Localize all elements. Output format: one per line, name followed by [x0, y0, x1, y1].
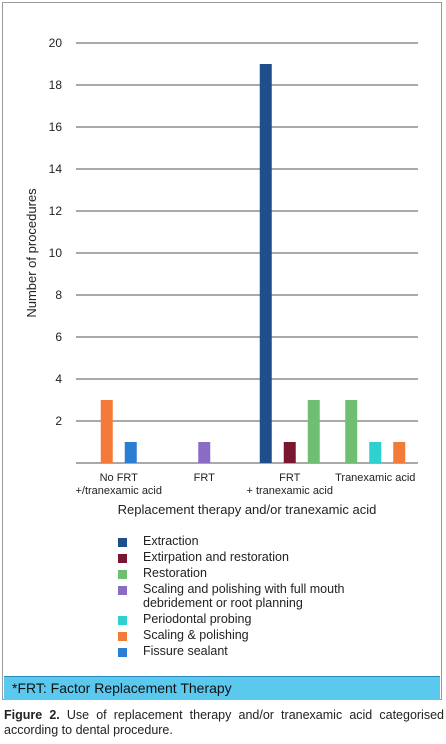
legend-item: Restoration [118, 566, 418, 580]
y-tick-label: 16 [49, 120, 63, 134]
legend-label: Scaling and polishing with full mouth deb… [143, 582, 345, 610]
x-tick-label: Tranexamic acid [335, 472, 415, 484]
y-tick-label: 10 [49, 246, 63, 260]
y-tick-label: 8 [55, 288, 62, 302]
caption-label: Figure 2. [4, 708, 60, 722]
bar-chart: 2 4 6 8 10 12 14 16 18 20 No FRT +/tranexamic acid F… [24, 36, 418, 517]
legend-swatch [118, 632, 127, 641]
bar [124, 442, 137, 463]
legend-swatch [118, 538, 127, 547]
legend-item: Extirpation and restoration [118, 550, 418, 564]
legend-swatch [118, 554, 127, 563]
legend-swatch [118, 586, 127, 595]
x-tick-label: FRT [194, 472, 215, 484]
x-axis-title: Replacement therapy and/or tranexamic ac… [118, 502, 377, 517]
legend-label: Restoration [143, 566, 207, 580]
legend-item: Periodontal probing [118, 612, 418, 626]
legend-label: Periodontal probing [143, 612, 252, 626]
y-tick-label: 6 [55, 330, 62, 344]
y-tick-label: 18 [49, 78, 63, 92]
legend-item: Scaling and polishing with full mouth deb… [118, 582, 418, 610]
caption-text: Use of replacement therapy and/or tranex… [4, 708, 444, 737]
bar [307, 400, 320, 463]
bar [345, 400, 358, 463]
legend-label: Extirpation and restoration [143, 550, 289, 564]
bar [100, 400, 113, 463]
footnote: *FRT: Factor Replacement Therapy [4, 676, 440, 700]
x-tick-label: No FRT +/tranexamic acid [75, 472, 162, 497]
y-tick-label: 20 [49, 36, 63, 50]
legend-label: Scaling & polishing [143, 628, 249, 642]
y-tick-label: 12 [49, 204, 63, 218]
x-tick-label: FRT + tranexamic acid [246, 472, 333, 497]
y-axis-title: Number of procedures [24, 188, 39, 318]
bar [393, 442, 406, 463]
chart-legend: Extraction Extirpation and restoration Res… [118, 534, 418, 660]
figure-caption: Figure 2. Use of replacement therapy and… [4, 708, 444, 738]
bar [198, 442, 211, 463]
y-tick-label: 4 [55, 372, 62, 386]
legend-label: Extraction [143, 534, 199, 548]
legend-label: Fissure sealant [143, 644, 228, 658]
legend-swatch [118, 616, 127, 625]
legend-swatch [118, 648, 127, 657]
bar [259, 64, 272, 463]
bar [369, 442, 382, 463]
legend-item: Scaling & polishing [118, 628, 418, 642]
legend-item: Fissure sealant [118, 644, 418, 658]
legend-swatch [118, 570, 127, 579]
figure-frame [2, 2, 442, 700]
bar [283, 442, 296, 463]
legend-item: Extraction [118, 534, 418, 548]
y-tick-label: 14 [49, 162, 63, 176]
y-tick-label: 2 [55, 414, 62, 428]
